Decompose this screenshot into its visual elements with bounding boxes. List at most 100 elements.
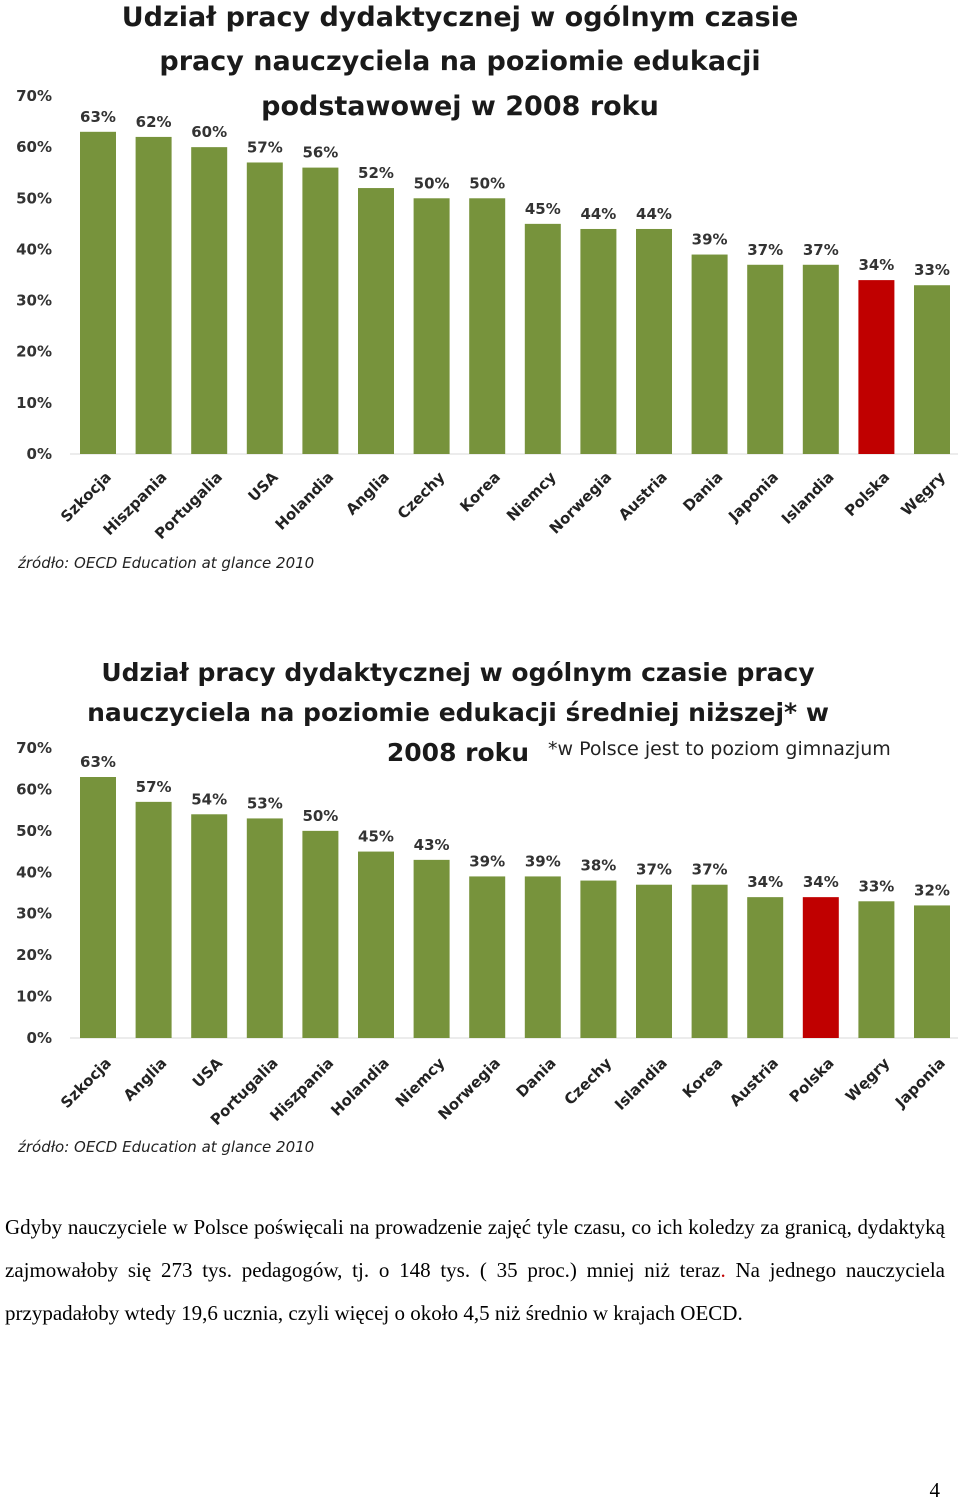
y-tick-label: 50% — [16, 822, 52, 840]
category-label: Anglia — [120, 1054, 171, 1105]
bar-portugalia — [246, 818, 283, 1038]
y-tick-label: 70% — [16, 87, 52, 105]
chart-title-line: pracy nauczyciela na poziomie edukacji — [159, 46, 760, 77]
bar-niemcy — [413, 859, 450, 1038]
bar-czechy — [580, 880, 617, 1038]
bar-value-label: 37% — [803, 241, 839, 259]
bar-japonia — [747, 264, 784, 454]
bar-value-label: 43% — [414, 836, 450, 854]
bar-value-label: 45% — [358, 828, 394, 846]
chart-title-line: 2008 roku — [387, 738, 529, 767]
bar-value-label: 52% — [358, 164, 394, 182]
bar-value-label: 44% — [636, 205, 672, 223]
bar-value-label: 50% — [469, 174, 505, 192]
bar-value-label: 32% — [914, 881, 950, 899]
bar-norwegia — [580, 228, 617, 454]
bar-korea — [691, 884, 728, 1038]
category-label: Polska — [786, 1054, 838, 1106]
bar-austria — [747, 897, 784, 1038]
category-label: Niemcy — [392, 1054, 449, 1111]
bar-value-label: 38% — [580, 857, 616, 875]
chart-title-line: Udział pracy dydaktycznej w ogólnym czas… — [101, 658, 814, 687]
y-tick-label: 70% — [16, 739, 52, 757]
bar-islandia — [636, 884, 672, 1038]
bar-dania — [691, 254, 728, 454]
bar-szkocja — [80, 777, 116, 1038]
bar-value-label: 37% — [692, 861, 728, 879]
y-tick-label: 40% — [16, 240, 52, 258]
category-label: Węgry — [897, 468, 949, 520]
bar-value-label: 50% — [302, 807, 338, 825]
bar-value-label: 34% — [858, 256, 894, 274]
category-label: Holandia — [327, 1054, 393, 1120]
bar-niemcy — [524, 223, 561, 454]
bar-value-label: 62% — [136, 113, 172, 131]
y-tick-label: 0% — [27, 445, 52, 463]
bar-value-label: 54% — [191, 790, 227, 808]
category-label: Islandia — [778, 468, 838, 528]
bar-anglia — [358, 188, 394, 455]
bar-dania — [524, 876, 561, 1038]
bar-holandia — [302, 167, 339, 454]
bar-value-label: 34% — [803, 873, 839, 891]
y-tick-label: 40% — [16, 863, 52, 881]
y-tick-label: 20% — [16, 946, 52, 964]
bar-usa — [191, 814, 228, 1038]
bar-value-label: 57% — [247, 138, 283, 156]
y-tick-label: 10% — [16, 394, 52, 412]
category-label: Czechy — [394, 468, 449, 523]
bar-value-label: 39% — [525, 852, 561, 870]
bar-value-label: 39% — [469, 852, 505, 870]
chart-lower-secondary-education: Udział pracy dydaktycznej w ogólnym czas… — [16, 658, 958, 1156]
category-label: Dania — [513, 1054, 560, 1101]
bar-austria — [636, 228, 672, 454]
chart-primary-education: Udział pracy dydaktycznej w ogólnym czas… — [16, 2, 958, 572]
chart-title-line: nauczyciela na poziomie edukacji średnie… — [87, 698, 829, 727]
body-paragraph: Gdyby nauczyciele w Polsce poświęcali na… — [5, 1206, 945, 1335]
y-tick-label: 30% — [16, 292, 52, 310]
paragraph-dot: . — [720, 1258, 726, 1282]
chart-title-note: *w Polsce jest to poziom gimnazjum — [548, 738, 891, 760]
paragraph-rest: Na jednego nauczyciela przypadałoby wted… — [5, 1258, 945, 1325]
page-number: 4 — [929, 1478, 941, 1502]
category-label: Szkocja — [57, 1054, 115, 1112]
bar-hiszpania — [135, 136, 172, 454]
y-tick-label: 20% — [16, 343, 52, 361]
bar-holandia — [358, 851, 394, 1038]
bar-value-label: 39% — [692, 231, 728, 249]
bar-anglia — [135, 801, 172, 1038]
category-label: Korea — [679, 1054, 727, 1102]
bar-value-label: 57% — [136, 778, 172, 796]
bar-portugalia — [191, 147, 228, 454]
bar-value-label: 33% — [914, 261, 950, 279]
bar-polska — [858, 280, 895, 454]
category-label: Korea — [456, 468, 504, 516]
y-tick-label: 60% — [16, 138, 52, 156]
bar-value-label: 63% — [80, 108, 116, 126]
category-label: Polska — [841, 468, 893, 520]
bar-value-label: 45% — [525, 200, 561, 218]
bar-węgry — [858, 901, 895, 1038]
bar-value-label: 50% — [414, 174, 450, 192]
category-label: Austria — [726, 1054, 782, 1110]
bar-islandia — [802, 264, 839, 454]
bar-value-label: 63% — [80, 753, 116, 771]
y-tick-label: 50% — [16, 189, 52, 207]
chart-title-line: podstawowej w 2008 roku — [261, 91, 659, 122]
bar-hiszpania — [302, 830, 339, 1038]
bar-korea — [469, 198, 506, 454]
bar-czechy — [413, 198, 450, 454]
category-label: USA — [244, 468, 281, 505]
chart-source: źródło: OECD Education at glance 2010 — [17, 1138, 314, 1156]
category-label: Dania — [679, 468, 726, 515]
y-tick-label: 10% — [16, 988, 52, 1006]
bar-value-label: 56% — [302, 144, 338, 162]
y-tick-label: 30% — [16, 905, 52, 923]
bar-węgry — [914, 285, 950, 454]
category-label: Japonia — [724, 468, 782, 526]
chart-title-line: Udział pracy dydaktycznej w ogólnym czas… — [122, 2, 799, 33]
bar-value-label: 44% — [580, 205, 616, 223]
bar-value-label: 37% — [636, 861, 672, 879]
paragraph-main: Gdyby nauczyciele w Polsce poświęcali na… — [5, 1215, 945, 1282]
bar-value-label: 37% — [747, 241, 783, 259]
